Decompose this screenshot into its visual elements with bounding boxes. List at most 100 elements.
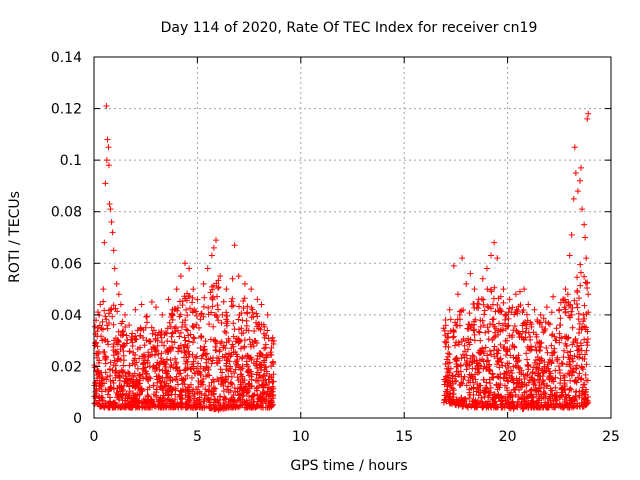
data-point: [131, 355, 138, 362]
data-point: [166, 396, 173, 403]
data-point: [225, 383, 232, 390]
data-point: [194, 296, 201, 303]
data-point: [559, 384, 566, 391]
data-point: [491, 343, 498, 350]
data-point: [552, 384, 559, 391]
data-point: [144, 313, 151, 320]
data-point: [117, 301, 124, 308]
data-point: [210, 323, 217, 330]
data-point: [560, 354, 567, 361]
data-point: [584, 279, 591, 286]
data-point: [477, 399, 484, 406]
data-point: [581, 381, 588, 388]
data-point: [105, 162, 112, 169]
data-point: [258, 382, 265, 389]
data-point: [98, 388, 105, 395]
data-point: [553, 325, 560, 332]
data-point: [538, 381, 545, 388]
data-point: [266, 392, 273, 399]
y-axis-label: ROTI / TECUs: [7, 191, 23, 283]
data-point: [507, 392, 514, 399]
data-point: [442, 397, 449, 404]
data-point: [491, 391, 498, 398]
data-point: [186, 265, 193, 272]
data-point: [576, 403, 583, 410]
data-point: [201, 392, 208, 399]
data-point: [561, 304, 568, 311]
data-point: [172, 360, 179, 367]
data-point: [502, 351, 509, 358]
data-point: [513, 384, 520, 391]
data-point: [479, 356, 486, 363]
data-point: [501, 370, 508, 377]
data-point: [129, 330, 136, 337]
data-point: [185, 348, 192, 355]
data-point: [117, 346, 124, 353]
data-point: [156, 360, 163, 367]
data-point: [264, 327, 271, 334]
data-point: [246, 355, 253, 362]
data-point: [470, 397, 477, 404]
data-point: [136, 371, 143, 378]
data-point: [540, 404, 547, 411]
data-point: [512, 291, 519, 298]
data-point: [199, 404, 206, 411]
data-point: [165, 296, 172, 303]
data-point: [576, 354, 583, 361]
data-point: [453, 322, 460, 329]
data-point: [581, 336, 588, 343]
x-axis-label: GPS time / hours: [290, 458, 407, 474]
data-point: [576, 392, 583, 399]
data-point: [130, 392, 137, 399]
data-point: [450, 394, 457, 401]
data-point: [454, 291, 461, 298]
data-point: [566, 252, 573, 259]
data-point: [105, 144, 112, 151]
data-point: [190, 399, 197, 406]
data-point: [247, 404, 254, 411]
data-point: [242, 352, 249, 359]
data-point: [570, 358, 577, 365]
data-point: [236, 303, 243, 310]
data-point: [442, 396, 449, 403]
data-point: [583, 401, 590, 408]
data-point: [491, 323, 498, 330]
data-point: [268, 337, 275, 344]
data-point: [487, 286, 494, 293]
data-point: [102, 180, 109, 187]
data-point: [456, 382, 463, 389]
data-point: [491, 400, 498, 407]
data-point: [467, 270, 474, 277]
data-point: [120, 404, 127, 411]
data-point: [495, 331, 502, 338]
data-point: [492, 333, 499, 340]
data-point: [216, 348, 223, 355]
data-point: [440, 325, 447, 332]
data-point: [466, 401, 473, 408]
data-point: [229, 295, 236, 302]
data-point: [240, 379, 247, 386]
data-point: [121, 378, 128, 385]
data-point: [145, 353, 152, 360]
data-point: [558, 393, 565, 400]
data-point: [557, 315, 564, 322]
data-point: [494, 373, 501, 380]
data-point: [451, 342, 458, 349]
data-point: [483, 364, 490, 371]
data-point: [215, 400, 222, 407]
data-point: [188, 374, 195, 381]
data-point: [269, 393, 276, 400]
data-point: [146, 404, 153, 411]
data-point: [120, 352, 127, 359]
data-point: [492, 394, 499, 401]
data-point: [146, 374, 153, 381]
data-point: [189, 339, 196, 346]
data-point: [182, 337, 189, 344]
data-point: [557, 299, 564, 306]
data-point: [561, 347, 568, 354]
data-point: [112, 400, 119, 407]
data-point: [178, 388, 185, 395]
data-point: [463, 352, 470, 359]
data-point: [518, 367, 525, 374]
data-point: [103, 157, 110, 164]
